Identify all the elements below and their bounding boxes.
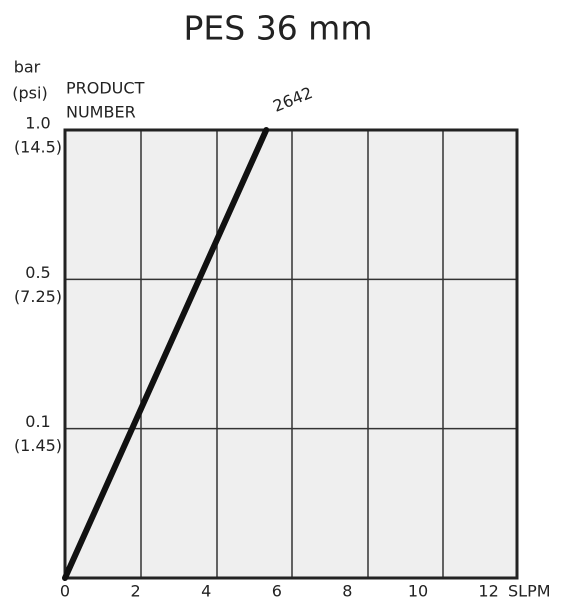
y-tick-sublabel: (14.5)	[14, 138, 62, 157]
series-label: 2642	[270, 83, 315, 116]
x-tick-label: 2	[131, 582, 141, 601]
x-tick-label: 6	[272, 582, 282, 601]
legend-title: NUMBER	[66, 103, 136, 122]
y-axis-label: bar	[14, 58, 41, 77]
y-tick-label: 0.5	[25, 263, 50, 282]
x-tick-label: 4	[201, 582, 211, 601]
y-tick-label: 1.0	[25, 114, 50, 133]
x-tick-label: 8	[342, 582, 352, 601]
x-tick-label: 0	[60, 582, 70, 601]
x-tick-label: 12	[478, 582, 498, 601]
y-tick-sublabel: (1.45)	[14, 436, 62, 455]
plot-frame	[63, 128, 519, 580]
y-tick-label: 0.1	[25, 412, 50, 431]
data-line	[62, 127, 270, 581]
y-axis-unit: (psi)	[12, 84, 47, 103]
x-axis-label: SLPM	[508, 582, 551, 601]
x-tick-label: 10	[408, 582, 428, 601]
chart-title: PES 36 mm	[184, 9, 373, 48]
legend-title: PRODUCT	[66, 79, 145, 98]
y-tick-sublabel: (7.25)	[14, 287, 62, 306]
plot-area	[65, 130, 517, 578]
